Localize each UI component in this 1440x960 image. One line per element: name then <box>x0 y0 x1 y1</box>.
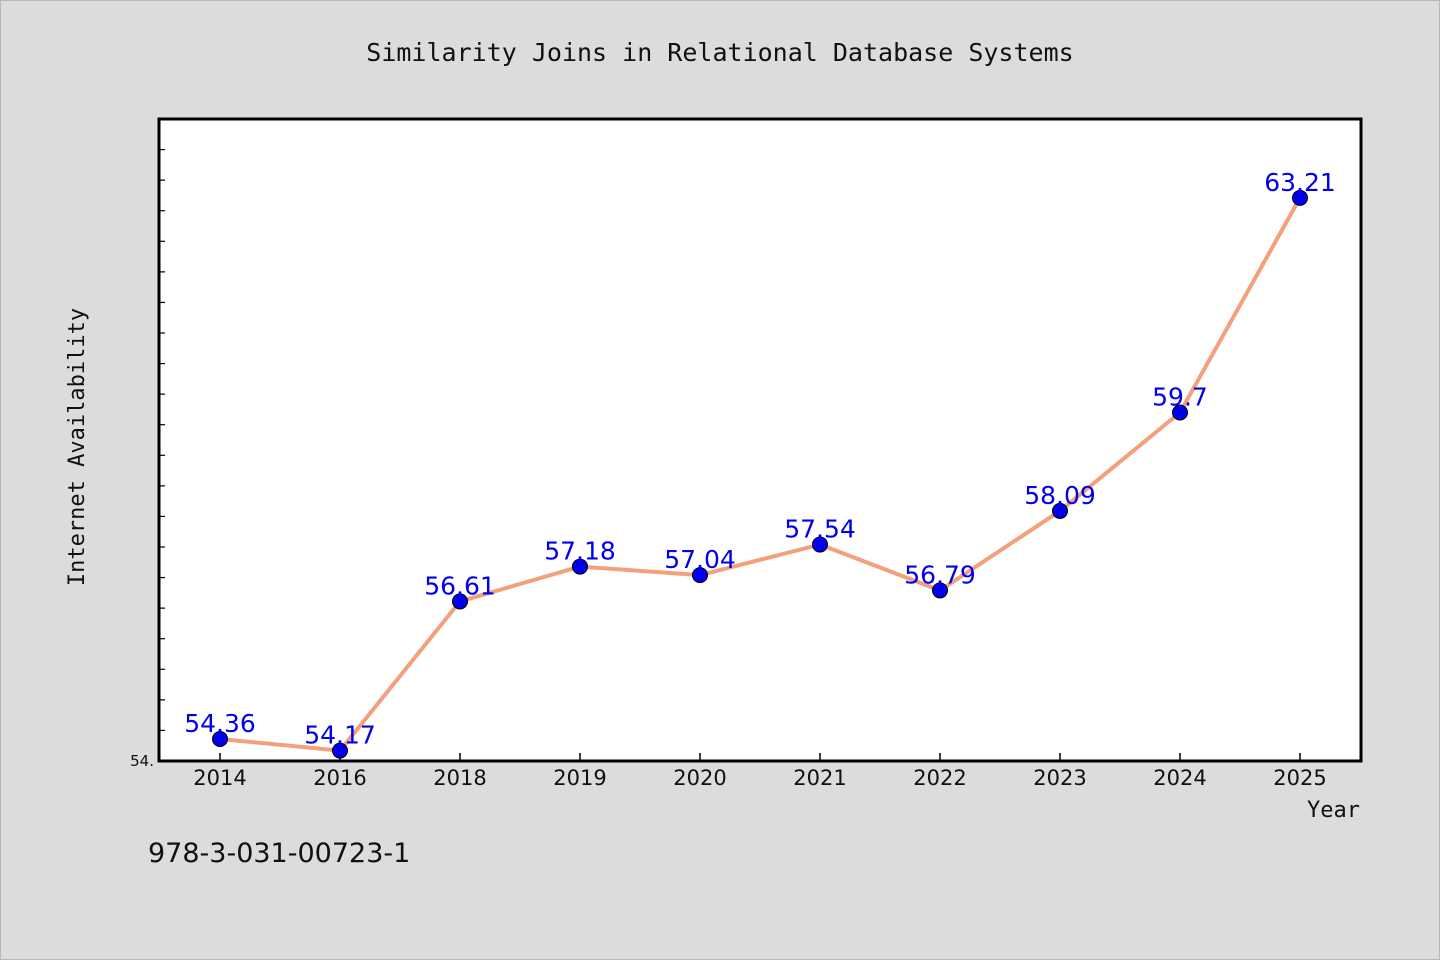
data-point <box>812 536 828 553</box>
y-axis-label: Internet Availability <box>65 308 90 586</box>
data-point <box>332 742 348 759</box>
data-point <box>692 567 708 584</box>
plot-area <box>159 119 1361 761</box>
data-label: 63.21 <box>1264 168 1336 197</box>
x-tick-label: 2025 <box>1273 766 1326 790</box>
x-tick-label: 2016 <box>313 766 366 790</box>
chart-title: Similarity Joins in Relational Database … <box>366 38 1073 67</box>
series-line-group <box>218 195 1302 753</box>
data-point <box>932 582 948 599</box>
plot-border <box>157 117 1363 763</box>
x-tick-label: 2018 <box>433 766 486 790</box>
data-label: 54.36 <box>184 709 256 738</box>
series-line <box>218 195 1302 753</box>
x-tick-label: 2024 <box>1153 766 1206 790</box>
x-tick-label: 2021 <box>793 766 846 790</box>
data-label: 56.79 <box>904 560 976 589</box>
data-label: 57.18 <box>544 537 616 566</box>
data-point <box>1292 189 1308 206</box>
x-axis-ticks: 2014 2016 2018 2019 2020 2021 2022 2023 2024 2025 <box>193 753 1327 790</box>
data-point <box>452 593 468 610</box>
x-tick-label: 2014 <box>193 766 246 790</box>
data-label: 54.17 <box>304 721 376 750</box>
data-label: 57.54 <box>784 515 856 544</box>
data-point <box>572 558 588 575</box>
x-tick-label: 2023 <box>1033 766 1086 790</box>
x-tick-label: 2022 <box>913 766 966 790</box>
x-tick-label: 2019 <box>553 766 606 790</box>
data-label: 58.09 <box>1024 481 1096 510</box>
x-tick-label: 2020 <box>673 766 726 790</box>
data-label: 57.04 <box>664 545 736 574</box>
data-labels-group: 54.36 54.17 56.61 57.18 57.04 57.54 56.79 58.09… <box>184 168 1336 750</box>
data-points-group <box>212 189 1308 759</box>
y-tick-label: 54. <box>130 752 154 770</box>
data-label: 56.61 <box>424 571 496 600</box>
isbn-footer-text: 978-3-031-00723-1 <box>148 838 410 869</box>
data-point <box>1172 404 1188 421</box>
data-point <box>1052 502 1068 519</box>
data-label: 59.7 <box>1152 382 1208 411</box>
x-axis-label: Year <box>1307 798 1360 823</box>
data-point <box>212 730 228 747</box>
